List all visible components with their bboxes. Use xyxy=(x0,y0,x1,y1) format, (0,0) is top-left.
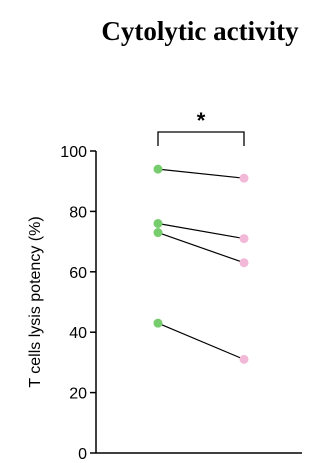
y-axis-label: T cells lysis potency (%) xyxy=(27,216,44,387)
y-tick-label: 20 xyxy=(69,386,87,403)
chart-title: Cytolytic activity xyxy=(101,16,299,46)
point-before xyxy=(153,228,163,238)
chart-marks xyxy=(153,164,249,364)
y-tick-label: 0 xyxy=(78,446,87,463)
point-after xyxy=(239,354,249,364)
point-after xyxy=(239,173,249,183)
significance-label: * xyxy=(197,108,206,133)
pair-line xyxy=(157,322,245,360)
axes: 0 20 40 60 80 100 T cells lysis potency (%) * xyxy=(27,108,302,463)
pair-line xyxy=(157,231,245,264)
point-after xyxy=(239,258,249,268)
y-tick-label: 100 xyxy=(60,144,87,161)
point-after xyxy=(239,234,249,244)
pair-line xyxy=(157,168,245,179)
significance-bracket xyxy=(157,131,245,146)
point-before xyxy=(153,318,163,328)
point-before xyxy=(153,218,163,228)
y-tick-label: 60 xyxy=(69,265,87,282)
pair-line xyxy=(157,222,245,240)
y-tick-label: 80 xyxy=(69,204,87,221)
point-before xyxy=(153,164,163,174)
y-tick-label: 40 xyxy=(69,325,87,342)
